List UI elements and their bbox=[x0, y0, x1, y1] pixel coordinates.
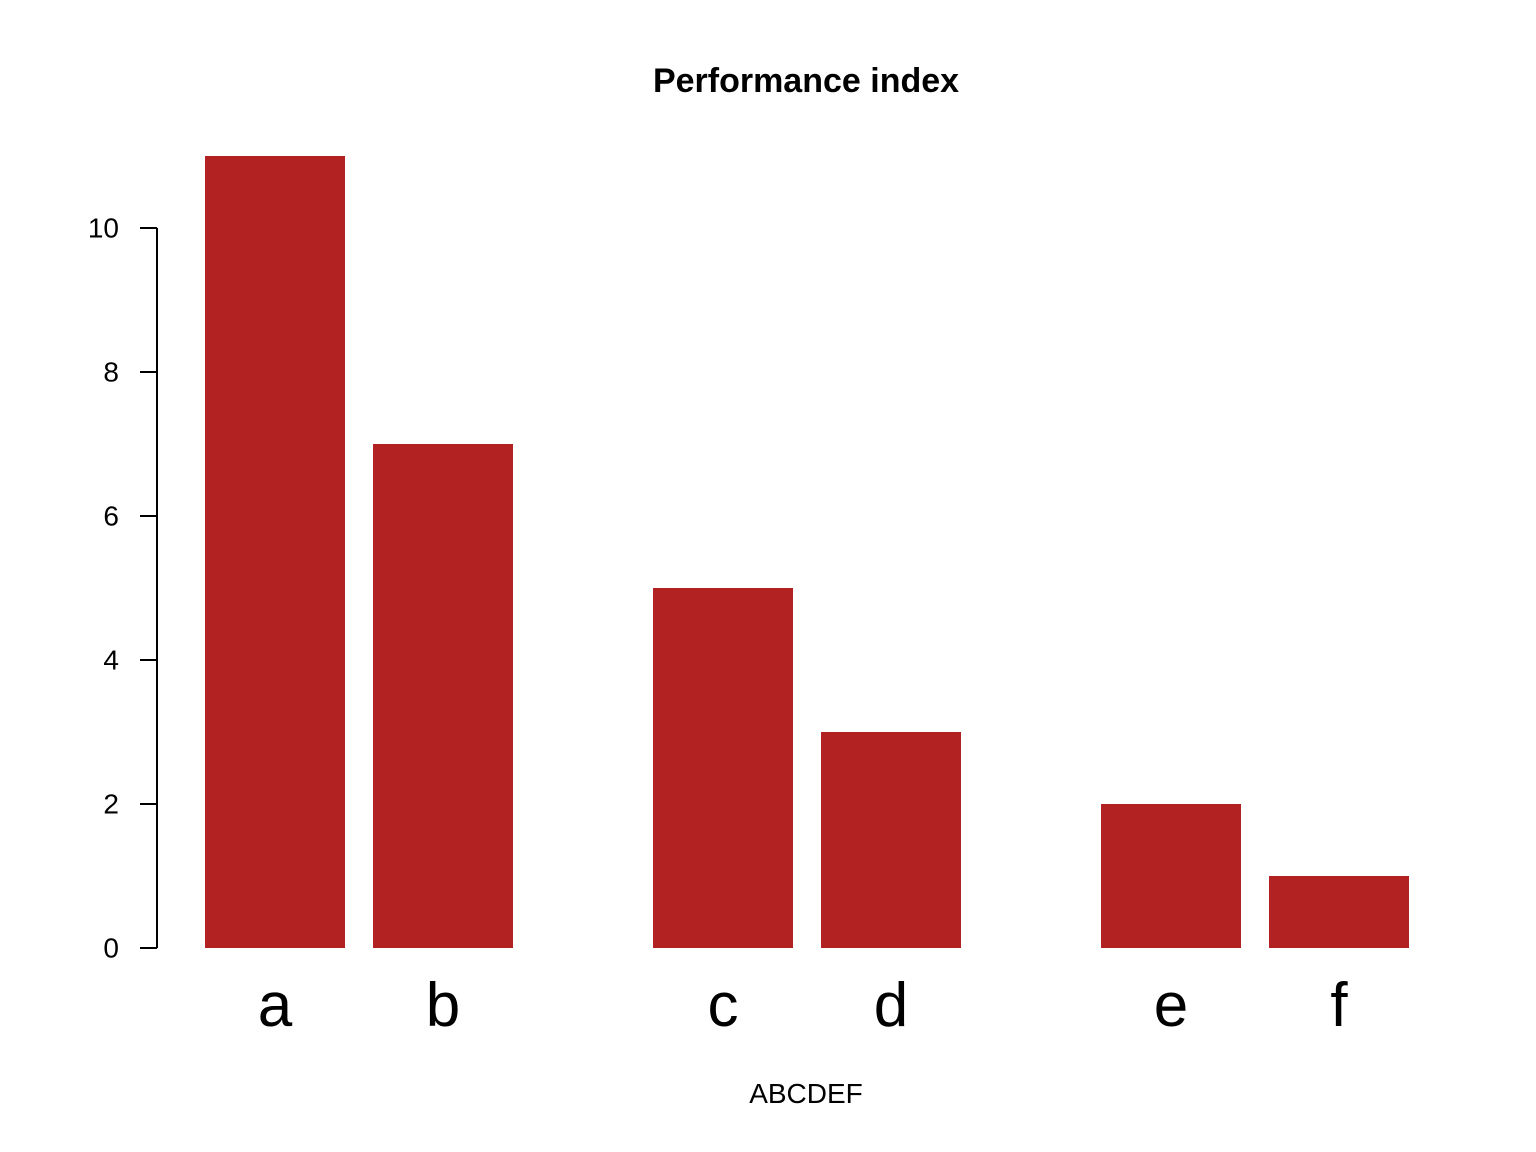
y-tick-label: 6 bbox=[103, 501, 119, 532]
y-tick-label: 8 bbox=[103, 357, 119, 388]
bar-a bbox=[205, 156, 345, 948]
bar-d bbox=[821, 732, 961, 948]
bar-e bbox=[1101, 804, 1241, 948]
category-label-b: b bbox=[426, 971, 460, 1040]
category-label-d: d bbox=[874, 971, 908, 1040]
chart-title: Performance index bbox=[653, 62, 959, 100]
bar-f bbox=[1269, 876, 1409, 948]
x-axis-label: ABCDEF bbox=[749, 1078, 863, 1109]
category-label-e: e bbox=[1154, 971, 1188, 1040]
y-tick-label: 10 bbox=[88, 213, 119, 244]
y-axis: 0 2 4 6 8 10 bbox=[88, 213, 158, 964]
category-labels: a b c d e f bbox=[258, 971, 1349, 1040]
category-label-c: c bbox=[708, 971, 739, 1040]
y-tick-label: 4 bbox=[103, 645, 119, 676]
category-label-f: f bbox=[1330, 971, 1348, 1040]
y-tick-label: 0 bbox=[103, 933, 119, 964]
category-label-a: a bbox=[258, 971, 293, 1040]
bar-c bbox=[653, 588, 793, 948]
bars bbox=[205, 156, 1409, 948]
y-tick-label: 2 bbox=[103, 789, 119, 820]
bar-b bbox=[373, 444, 513, 948]
